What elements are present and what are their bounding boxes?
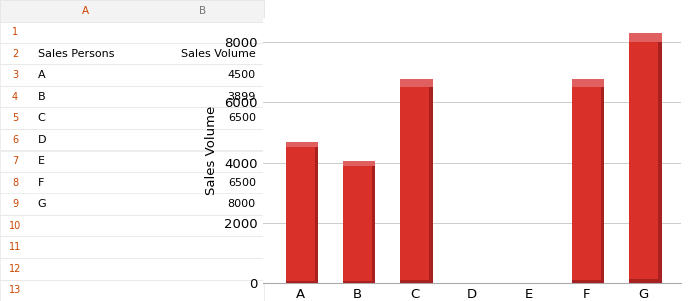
Text: 11: 11: [9, 242, 21, 252]
Bar: [429, 87, 433, 283]
Bar: [343, 166, 372, 283]
Bar: [572, 87, 601, 283]
Text: G: G: [38, 199, 47, 209]
Bar: [400, 87, 429, 283]
Bar: [343, 281, 372, 283]
Bar: [0, 0, 264, 21]
Bar: [0, 64, 264, 86]
Bar: [0, 237, 264, 258]
Bar: [400, 280, 429, 283]
Bar: [0, 215, 264, 237]
Bar: [629, 279, 658, 283]
Text: 10: 10: [9, 221, 21, 231]
Bar: [343, 161, 376, 166]
Bar: [0, 194, 264, 215]
Bar: [0, 150, 264, 172]
Bar: [0, 129, 264, 150]
Text: 2: 2: [12, 49, 18, 59]
Bar: [658, 42, 661, 283]
Text: Sales Volume: Sales Volume: [181, 49, 256, 59]
Text: 7: 7: [12, 156, 18, 166]
Text: 3: 3: [12, 70, 18, 80]
Text: E: E: [38, 156, 45, 166]
Text: 6500: 6500: [228, 178, 256, 188]
Text: 4: 4: [12, 92, 18, 102]
Bar: [572, 280, 601, 283]
Text: D: D: [38, 135, 47, 145]
Text: 13: 13: [9, 285, 21, 295]
Bar: [286, 142, 318, 147]
Bar: [0, 172, 264, 194]
Bar: [400, 79, 433, 87]
Text: 6: 6: [12, 135, 18, 145]
Bar: [315, 147, 318, 283]
Text: F: F: [38, 178, 45, 188]
Text: B: B: [199, 6, 206, 16]
Bar: [629, 33, 661, 42]
Bar: [572, 79, 604, 87]
Text: B: B: [38, 92, 45, 102]
Text: 1: 1: [12, 27, 18, 37]
Bar: [286, 147, 315, 283]
Text: 4500: 4500: [228, 70, 256, 80]
Bar: [629, 42, 658, 283]
Bar: [0, 21, 264, 43]
Bar: [0, 258, 264, 280]
Text: C: C: [38, 113, 46, 123]
Bar: [372, 166, 376, 283]
Text: 3899: 3899: [228, 92, 256, 102]
Bar: [0, 107, 264, 129]
Text: 6500: 6500: [228, 113, 256, 123]
Text: 8: 8: [12, 178, 18, 188]
Bar: [286, 281, 315, 283]
Bar: [601, 87, 604, 283]
Bar: [0, 43, 264, 64]
Text: Sales Persons: Sales Persons: [38, 49, 114, 59]
Text: A: A: [38, 70, 45, 80]
Y-axis label: Sales Volume: Sales Volume: [205, 106, 219, 195]
Text: A: A: [82, 6, 89, 16]
Text: 12: 12: [9, 264, 21, 274]
Text: 8000: 8000: [228, 199, 256, 209]
Text: 9: 9: [12, 199, 18, 209]
Bar: [0, 280, 264, 301]
Text: 5: 5: [12, 113, 18, 123]
Bar: [0, 86, 264, 107]
